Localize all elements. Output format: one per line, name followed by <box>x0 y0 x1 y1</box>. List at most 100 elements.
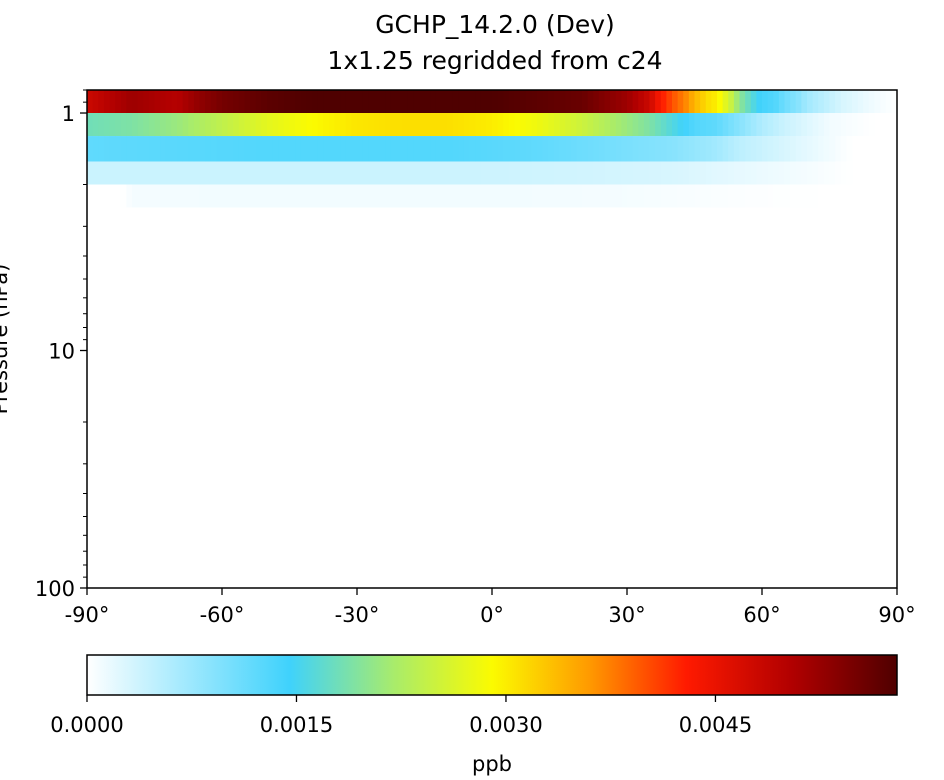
heatmap-cell <box>700 113 707 137</box>
heatmap-cell <box>413 161 420 185</box>
chart-title: GCHP_14.2.0 (Dev) <box>375 10 615 39</box>
heatmap-cell <box>233 90 240 114</box>
heatmap-cell <box>216 161 223 185</box>
heatmap-cell <box>812 90 819 114</box>
heatmap-cell <box>745 113 752 137</box>
heatmap-cell <box>109 161 116 185</box>
heatmap-cell <box>587 90 594 114</box>
heatmap-cell <box>340 161 347 185</box>
heatmap-cell <box>143 90 150 114</box>
heatmap-cell <box>683 184 690 208</box>
heatmap-cell <box>542 90 549 114</box>
heatmap-cell <box>289 161 296 185</box>
heatmap-cell <box>728 90 735 114</box>
heatmap-cell <box>385 136 392 162</box>
heatmap-cell <box>222 136 229 162</box>
heatmap-cell <box>402 161 409 185</box>
heatmap-cell <box>463 136 471 162</box>
heatmap-cell <box>244 136 251 162</box>
heatmap-cell <box>784 161 791 185</box>
heatmap-cell <box>649 184 656 208</box>
heatmap-cell <box>238 136 246 162</box>
heatmap-cell <box>615 161 622 185</box>
heatmap-cell <box>565 136 572 162</box>
heatmap-cell <box>216 136 223 162</box>
heatmap-cell <box>205 113 212 137</box>
heatmap-cell <box>717 161 724 185</box>
heatmap-cell <box>548 161 555 185</box>
heatmap-cell <box>441 90 448 114</box>
heatmap-cell <box>666 184 673 208</box>
heatmap-cell <box>711 161 718 185</box>
heatmap-cell <box>733 136 741 162</box>
heatmap-cell <box>402 184 409 208</box>
heatmap-cell <box>812 136 819 162</box>
heatmap-cell <box>717 136 724 162</box>
heatmap-cell <box>537 113 544 137</box>
heatmap-cell <box>452 90 459 114</box>
heatmap-cell <box>649 90 656 114</box>
heatmap-cell <box>812 184 819 208</box>
heatmap-cell <box>722 161 729 185</box>
heatmap-cell <box>593 184 600 208</box>
heatmap-cell <box>604 90 611 114</box>
heatmap-cell <box>778 136 786 162</box>
heatmap-cell <box>542 161 549 185</box>
heatmap-cell <box>115 113 122 137</box>
heatmap-cell <box>340 113 347 137</box>
heatmap-cell <box>87 113 94 137</box>
heatmap-cell <box>767 90 774 114</box>
heatmap-cell <box>435 184 442 208</box>
heatmap-cell <box>627 90 634 114</box>
heatmap-cell <box>807 113 814 137</box>
heatmap-cell <box>643 184 651 208</box>
heatmap-cell <box>143 184 150 208</box>
heatmap-cell <box>700 161 707 185</box>
heatmap-cell <box>357 113 364 137</box>
heatmap-cell <box>396 90 403 114</box>
heatmap-cell <box>334 136 341 162</box>
heatmap-cell <box>283 184 291 208</box>
heatmap-cell <box>396 113 403 137</box>
heatmap-cell <box>835 90 842 114</box>
heatmap-cell <box>120 90 127 114</box>
x-tick-label: 60° <box>743 603 780 627</box>
heatmap-cell <box>615 90 622 114</box>
heatmap-cell <box>508 161 516 185</box>
heatmap-cell <box>390 136 397 162</box>
heatmap-cell <box>503 113 510 137</box>
heatmap-cell <box>418 136 426 162</box>
heatmap-cell <box>244 113 251 137</box>
heatmap-cell <box>233 161 240 185</box>
heatmap-cell <box>587 136 594 162</box>
heatmap-cell <box>778 113 786 137</box>
heatmap-cell <box>542 136 549 162</box>
heatmap-cell <box>109 113 116 137</box>
heatmap-cell <box>829 136 836 162</box>
heatmap-cell <box>582 90 589 114</box>
heatmap-cell <box>638 113 645 137</box>
heatmap-cell <box>87 136 94 162</box>
heatmap-cell <box>407 184 414 208</box>
heatmap-cell <box>666 113 673 137</box>
heatmap-cell <box>537 184 544 208</box>
heatmap-cell <box>537 90 544 114</box>
colorbar-tick-label: 0.0015 <box>260 713 333 737</box>
heatmap-cell <box>773 184 780 208</box>
y-axis: 1 10 100 <box>35 89 87 601</box>
heatmap-cell <box>773 136 780 162</box>
heatmap-cell <box>688 161 696 185</box>
heatmap-cell <box>486 161 493 185</box>
heatmap-cell <box>610 136 617 162</box>
heatmap-cell <box>328 161 336 185</box>
heatmap-cell <box>587 161 594 185</box>
heatmap-cell <box>160 161 167 185</box>
heatmap-cell <box>717 113 724 137</box>
heatmap-cell <box>435 90 442 114</box>
heatmap-cell <box>582 184 589 208</box>
heatmap-cell <box>593 113 600 137</box>
heatmap-cell <box>520 184 527 208</box>
heatmap-cell <box>373 136 381 162</box>
heatmap-cell <box>424 136 431 162</box>
heatmap-cell <box>357 136 364 162</box>
